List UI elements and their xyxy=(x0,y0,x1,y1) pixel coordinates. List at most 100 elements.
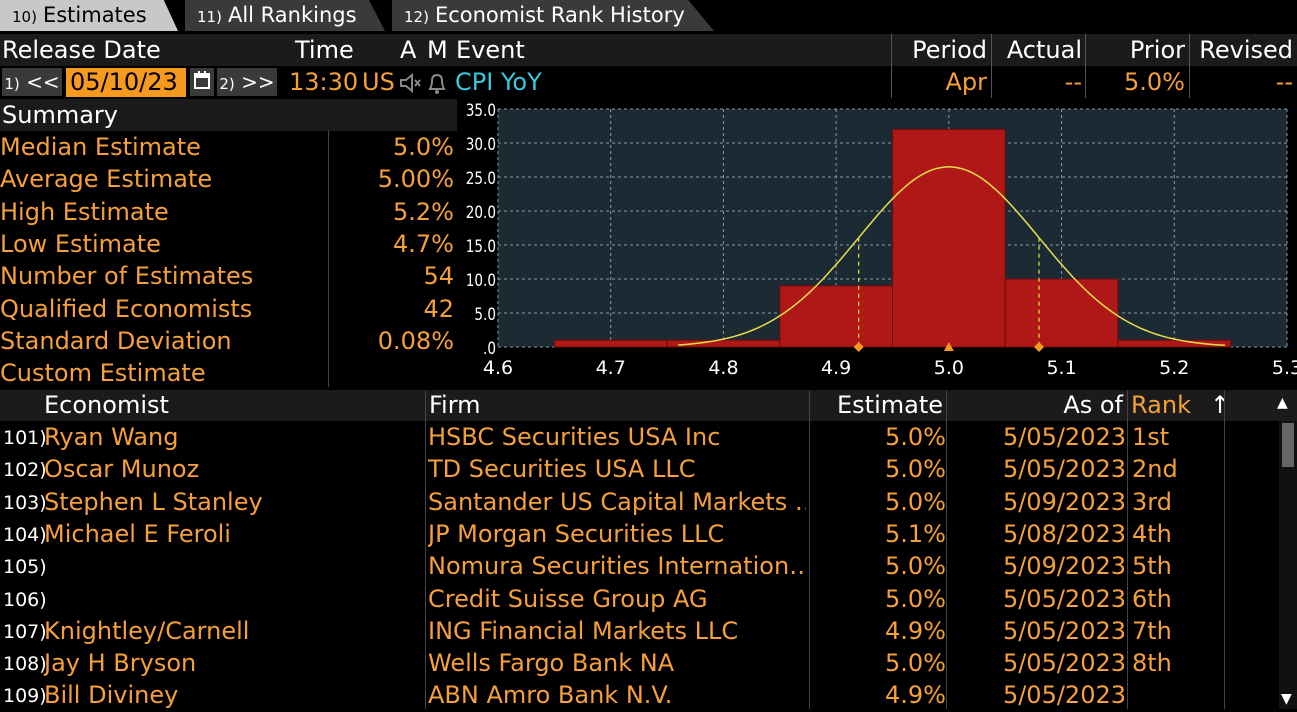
row-index: 109) xyxy=(3,685,47,708)
event-name[interactable]: CPI YoY xyxy=(455,68,542,96)
economist-name[interactable]: Knightley/Carnell xyxy=(44,616,250,645)
summary-value: 4.7% xyxy=(393,229,454,258)
scrollbar-thumb[interactable] xyxy=(1282,423,1294,467)
distribution-chart-svg: .0 5.0 10.0 15.0 20.0 25.0 30.0 35.0 4.6 4.7 4.8 4.… xyxy=(466,101,1297,379)
prior-header: Prior xyxy=(1129,36,1185,64)
summary-row: High Estimate 5.2% xyxy=(0,196,457,228)
economist-name[interactable]: Jay H Bryson xyxy=(44,649,197,678)
release-date-header: Release Date xyxy=(2,36,161,64)
tab-number: 11) xyxy=(197,8,222,26)
y-tick-label: 30.0 xyxy=(466,135,496,155)
histogram-bar xyxy=(553,339,668,348)
summary-row: Median Estimate 5.0% xyxy=(0,131,457,163)
bell-icon[interactable] xyxy=(426,71,448,95)
row-index: 101) xyxy=(3,427,47,449)
firm-name[interactable]: ABN Amro Bank N.V. xyxy=(428,681,673,710)
firm-name[interactable]: TD Securities USA LLC xyxy=(428,455,696,484)
summary-title: Summary xyxy=(2,101,118,129)
firm-name[interactable]: HSBC Securities USA Inc xyxy=(428,423,721,451)
y-tick-label: 25.0 xyxy=(466,169,496,189)
tab-all-rankings[interactable]: 11) All Rankings xyxy=(185,0,385,31)
table-row[interactable]: 108) Jay H Bryson Wells Fargo Bank NA 5.0% 5… xyxy=(0,647,1280,679)
speaker-icon[interactable] xyxy=(398,71,422,95)
firm-name[interactable]: Nomura Securities Internation… xyxy=(428,552,806,581)
table-row[interactable]: 104) Michael E Feroli JP Morgan Securities… xyxy=(0,518,1280,550)
row-index: 108) xyxy=(3,653,47,676)
y-tick-label: .0 xyxy=(483,339,496,359)
economist-column-header[interactable]: Economist xyxy=(44,391,169,419)
mute-header: M xyxy=(427,36,448,64)
tab-number: 10) xyxy=(12,8,37,26)
table-row[interactable]: 105) Nomura Securities Internation… 5.0% 5/… xyxy=(0,550,1280,582)
table-row[interactable]: 102) Oscar Munoz TD Securities USA LLC 5.0%… xyxy=(0,453,1280,485)
tab-label: Economist Rank History xyxy=(434,3,685,27)
summary-value: 54 xyxy=(423,262,454,291)
event-header: Event xyxy=(456,36,525,64)
firm-name[interactable]: JP Morgan Securities LLC xyxy=(428,519,725,548)
button-number: 2) xyxy=(219,75,235,93)
row-index: 106) xyxy=(3,588,47,611)
tab-bar: 10) Estimates 11) All Rankings 12) Economis… xyxy=(0,0,1297,33)
summary-label: High Estimate xyxy=(0,197,169,226)
scroll-down-icon[interactable]: ▼ xyxy=(1281,691,1292,707)
as-of-date: 5/09/2023 xyxy=(1002,552,1126,581)
estimate-column-header[interactable]: Estimate xyxy=(836,391,943,419)
as-of-date: 5/05/2023 xyxy=(1002,649,1126,678)
sort-arrow-icon[interactable]: ↑ xyxy=(1210,391,1231,419)
firm-name[interactable]: Santander US Capital Markets … xyxy=(428,487,806,516)
revised-header: Revised xyxy=(1199,36,1293,64)
as-of-date: 5/05/2023 xyxy=(1002,616,1126,645)
table-scrollbar[interactable]: ▼ xyxy=(1279,421,1297,709)
summary-label: Standard Deviation xyxy=(0,326,232,355)
table-row[interactable]: 107) Knightley/Carnell ING Financial Marke… xyxy=(0,615,1280,647)
button-number: 1) xyxy=(4,75,20,93)
x-tick-label: 4.8 xyxy=(708,357,738,379)
economist-name[interactable]: Oscar Munoz xyxy=(44,455,200,484)
summary-row: Average Estimate 5.00% xyxy=(0,163,457,195)
table-row[interactable]: 103) Stephen L Stanley Santander US Capita… xyxy=(0,486,1280,518)
row-index: 103) xyxy=(3,491,47,514)
summary-label: Qualified Economists xyxy=(0,294,253,323)
summary-value: 5.2% xyxy=(393,197,454,226)
economist-name[interactable]: Ryan Wang xyxy=(44,423,179,451)
economist-name[interactable]: Stephen L Stanley xyxy=(44,487,263,516)
x-tick-label: 5.1 xyxy=(1046,357,1076,379)
scroll-up-icon[interactable]: ▲ xyxy=(1277,395,1288,411)
row-index: 104) xyxy=(3,523,47,546)
summary-value: 0.08% xyxy=(377,326,454,355)
y-tick-label: 10.0 xyxy=(466,271,496,291)
estimate-marker xyxy=(853,342,864,352)
economist-name[interactable]: Bill Diviney xyxy=(44,681,179,710)
as-of-column-header[interactable]: As of xyxy=(1063,391,1123,419)
prior-value: 5.0% xyxy=(1124,68,1185,96)
firm-name[interactable]: Wells Fargo Bank NA xyxy=(428,649,675,678)
firm-name[interactable]: Credit Suisse Group AG xyxy=(428,584,708,613)
row-index: 105) xyxy=(3,556,47,579)
estimate-value: 5.0% xyxy=(885,552,946,581)
histogram-bar xyxy=(666,339,781,348)
previous-release-button[interactable]: 1) << xyxy=(2,68,62,96)
tab-estimates[interactable]: 10) Estimates xyxy=(0,0,178,31)
time-header: Time xyxy=(295,36,354,64)
rank-value: 7th xyxy=(1132,616,1172,645)
table-row[interactable]: 109) Bill Diviney ABN Amro Bank N.V. 4.9% 5/… xyxy=(0,679,1280,711)
firm-column-header[interactable]: Firm xyxy=(429,391,481,419)
firm-name[interactable]: ING Financial Markets LLC xyxy=(428,616,739,645)
period-value: Apr xyxy=(945,68,987,96)
as-of-date: 5/05/2023 xyxy=(1002,455,1126,484)
tab-number: 12) xyxy=(404,8,429,26)
tab-label: All Rankings xyxy=(227,3,357,27)
summary-row: Number of Estimates 54 xyxy=(0,260,457,292)
table-row[interactable]: 106) Credit Suisse Group AG 5.0% 5/05/2023 6… xyxy=(0,583,1280,615)
economist-name[interactable]: Michael E Feroli xyxy=(44,519,231,548)
rank-column-header[interactable]: Rank xyxy=(1131,391,1191,419)
next-release-button[interactable]: 2) >> xyxy=(217,68,277,96)
release-date-field[interactable]: 05/10/23 xyxy=(66,68,186,97)
release-country: US xyxy=(362,68,395,96)
calendar-icon[interactable] xyxy=(190,68,214,96)
tab-economist-rank-history[interactable]: 12) Economist Rank History xyxy=(392,0,714,31)
estimate-value: 5.0% xyxy=(885,584,946,613)
estimate-value: 5.0% xyxy=(885,423,946,451)
table-row[interactable]: 101) Ryan Wang HSBC Securities USA Inc 5.0%… xyxy=(0,421,1280,453)
actual-value: -- xyxy=(1064,68,1082,96)
